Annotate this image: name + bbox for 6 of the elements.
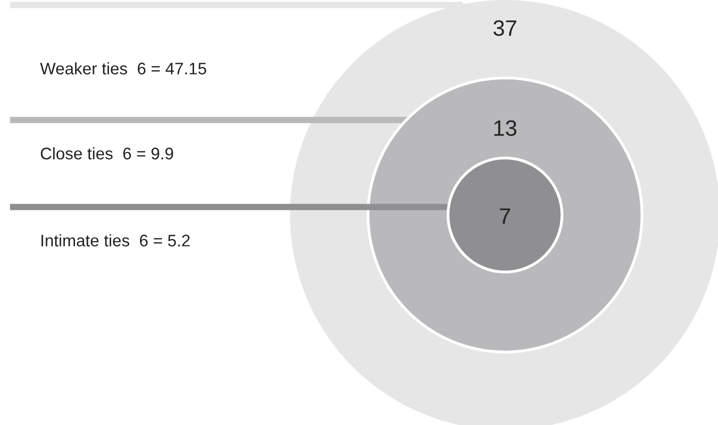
data-label: 37 xyxy=(493,20,516,36)
category-label: Close ties 6 = 9.9 xyxy=(40,147,174,160)
category-label: Intimate ties 6 = 5.2 xyxy=(42,234,190,246)
data-label: 13 xyxy=(494,120,516,136)
data-label: 7 xyxy=(500,208,510,224)
category-label: Weaker ties 6 = 47.15 xyxy=(40,62,206,74)
